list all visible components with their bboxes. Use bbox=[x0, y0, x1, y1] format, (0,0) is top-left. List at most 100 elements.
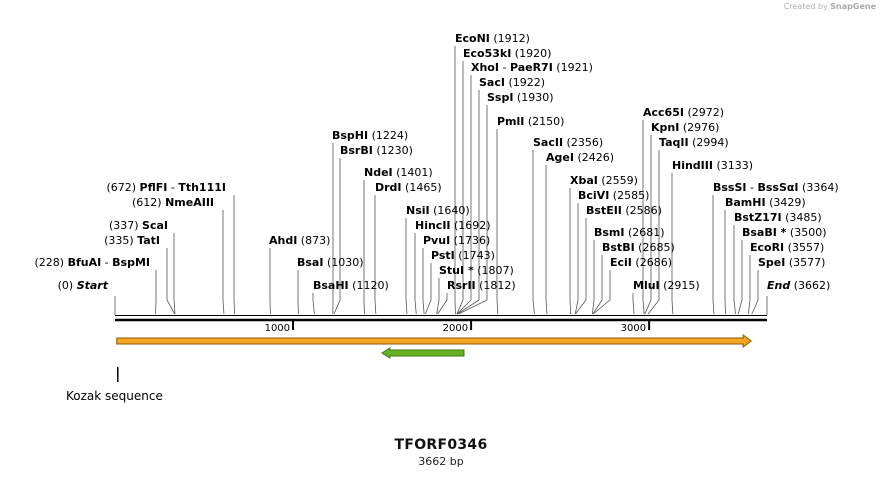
site-name: TaqII bbox=[659, 136, 689, 149]
site-label: XbaI (2559) bbox=[570, 174, 638, 187]
site-leader-line bbox=[233, 195, 236, 315]
site-label: BsaI (1030) bbox=[297, 256, 364, 269]
site-leader-line bbox=[333, 158, 341, 315]
site-separator: - bbox=[101, 256, 112, 269]
site-label: BstZ17I (3485) bbox=[734, 211, 822, 224]
site-ecii: EciI (2686) bbox=[592, 256, 672, 315]
site-position: (1922) bbox=[505, 76, 545, 89]
site-label: BspHI (1224) bbox=[332, 129, 408, 142]
site-name: SacII bbox=[533, 136, 563, 149]
site-label: StuI * (1807) bbox=[439, 264, 514, 277]
site-label: RsrII (1812) bbox=[447, 279, 516, 292]
site-label: PmlI (2150) bbox=[497, 115, 564, 128]
site-start: (0) Start bbox=[58, 279, 116, 315]
site-label: TaqII (2994) bbox=[659, 136, 729, 149]
site-bsssi: BssSI - BssSαI (3364) bbox=[712, 181, 839, 315]
site-position: (2976) bbox=[679, 121, 719, 134]
site-leader-line bbox=[747, 255, 751, 315]
site-position: (1230) bbox=[373, 144, 413, 157]
site-label: BsmI (2681) bbox=[594, 226, 665, 239]
site-name: TatI bbox=[137, 234, 160, 247]
site-name: EciI bbox=[610, 256, 632, 269]
site-name: BamHI bbox=[725, 196, 766, 209]
site-acc65i: Acc65I (2972) bbox=[642, 106, 724, 315]
site-drdi: DrdI (1465) bbox=[374, 181, 442, 315]
site-position: (3429) bbox=[766, 196, 806, 209]
site-position: (1465) bbox=[402, 181, 442, 194]
site-position: (3133) bbox=[713, 159, 753, 172]
site-name: Eco53kI bbox=[463, 47, 511, 60]
site-label: KpnI (2976) bbox=[651, 121, 719, 134]
site-leader-line bbox=[424, 263, 432, 315]
site-alt-name: BspMI bbox=[112, 256, 150, 269]
site-leader-line bbox=[456, 75, 472, 315]
site-position: (3577) bbox=[785, 256, 825, 269]
site-saci: SacI (1922) bbox=[456, 76, 545, 315]
site-leader-line bbox=[591, 240, 595, 315]
site-name: PmlI bbox=[497, 115, 524, 128]
site-position: (337) bbox=[109, 219, 142, 232]
site-leader-line bbox=[569, 188, 572, 315]
site-name: XhoI bbox=[471, 61, 499, 74]
site-position: (2559) bbox=[598, 174, 638, 187]
site-position: (3557) bbox=[784, 241, 824, 254]
site-label: HincII (1692) bbox=[415, 219, 491, 232]
site-leader-line bbox=[575, 218, 587, 315]
site-label: (0) Start bbox=[58, 279, 109, 292]
site-pmli: PmlI (2150) bbox=[496, 115, 564, 315]
site-alt-name: PaeR7I bbox=[510, 61, 553, 74]
site-scai: (337) ScaI bbox=[109, 219, 176, 315]
site-tati: (335) TatI bbox=[104, 234, 175, 315]
site-eco53ki: Eco53kI (1920) bbox=[456, 47, 551, 315]
site-leader-line bbox=[496, 129, 499, 315]
site-psti: PstI (1743) bbox=[424, 249, 495, 315]
site-label: AhdI (873) bbox=[269, 234, 330, 247]
site-name: NdeI bbox=[364, 166, 393, 179]
site-position: (2686) bbox=[632, 256, 672, 269]
green-feature-arrow bbox=[380, 347, 465, 359]
site-label: BsrBI (1230) bbox=[340, 144, 413, 157]
axis-tick-label: 2000 bbox=[443, 323, 468, 334]
site-name: PstI bbox=[431, 249, 455, 262]
site-leader-line bbox=[414, 233, 417, 315]
site-pvui: PvuI (1736) bbox=[422, 234, 490, 315]
site-sacii: SacII (2356) bbox=[532, 136, 603, 315]
site-bcivi: BciVI (2585) bbox=[574, 189, 649, 315]
site-leader-line bbox=[436, 278, 440, 315]
site-label: (337) ScaI bbox=[109, 219, 168, 232]
site-xbai: XbaI (2559) bbox=[569, 174, 638, 315]
site-nmeaiii: (612) NmeAIII bbox=[132, 196, 225, 315]
site-name: BfuAI bbox=[68, 256, 102, 269]
site-position: (1030) bbox=[323, 256, 363, 269]
site-hincii: HincII (1692) bbox=[414, 219, 491, 315]
sequence-length: 3662 bp bbox=[418, 455, 464, 468]
site-stui: StuI * (1807) bbox=[436, 264, 514, 315]
orf-arrow bbox=[116, 334, 753, 348]
credit-brand: SnapGene bbox=[830, 2, 876, 11]
site-name: ScaI bbox=[142, 219, 168, 232]
site-name: DrdI bbox=[375, 181, 402, 194]
site-label: (335) TatI bbox=[104, 234, 160, 247]
site-name: BsaHI bbox=[313, 279, 349, 292]
site-position: (1692) bbox=[451, 219, 491, 232]
site-label: SacI (1922) bbox=[479, 76, 545, 89]
site-alt-name: BssSαI bbox=[757, 181, 798, 194]
site-name: BspHI bbox=[332, 129, 368, 142]
site-position: (1807) bbox=[474, 264, 514, 277]
site-leader-line bbox=[712, 195, 715, 315]
site-name: BstEII bbox=[586, 204, 622, 217]
site-hindiii: HindIII (3133) bbox=[671, 159, 753, 315]
site-name: XbaI bbox=[570, 174, 598, 187]
site-label: NdeI (1401) bbox=[364, 166, 433, 179]
site-position: (1930) bbox=[513, 91, 553, 104]
site-leader-line bbox=[222, 210, 225, 315]
site-label: EcoNI (1912) bbox=[455, 32, 530, 45]
site-name: HindIII bbox=[672, 159, 713, 172]
site-leader-line bbox=[647, 150, 660, 315]
site-name: EcoNI bbox=[455, 32, 490, 45]
site-star: * bbox=[464, 264, 474, 277]
site-position: (1921) bbox=[553, 61, 593, 74]
site-position: (873) bbox=[297, 234, 330, 247]
site-position: (0) bbox=[58, 279, 77, 292]
site-position: (228) bbox=[34, 256, 67, 269]
